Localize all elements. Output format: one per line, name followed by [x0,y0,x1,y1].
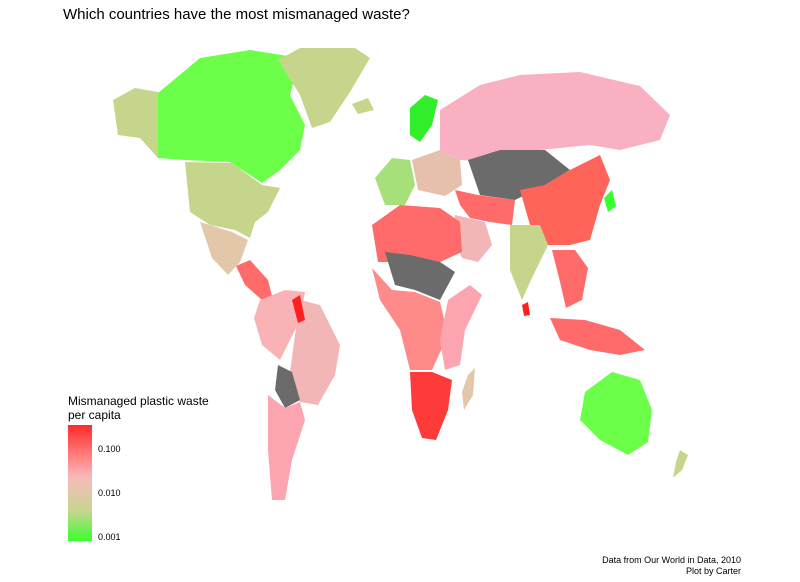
region-southern-africa[interactable] [410,372,452,440]
region-guyana[interactable] [292,295,305,323]
region-scandinavia[interactable] [410,95,438,142]
legend-tick [92,450,96,451]
region-australia[interactable] [580,372,652,455]
region-brazil[interactable] [290,300,340,405]
region-central-asia[interactable] [468,150,570,200]
region-sahel[interactable] [385,252,455,300]
region-south-america-south[interactable] [268,395,305,500]
legend-tick-label-mid: 0.010 [98,488,121,498]
region-southeast-asia[interactable] [552,250,588,308]
legend-tick-label-high: 0.100 [98,444,121,454]
legend-tick [92,494,96,495]
source-caption: Data from Our World in Data, 2010 Plot b… [602,555,741,577]
region-western-europe[interactable] [375,158,415,205]
region-japan[interactable] [604,190,616,212]
region-mexico[interactable] [200,222,248,275]
region-china[interactable] [520,155,610,245]
region-madagascar[interactable] [462,368,475,410]
legend-tick [92,538,96,539]
region-alaska[interactable] [113,88,158,158]
region-usa[interactable] [185,162,280,238]
region-greenland[interactable] [278,48,370,128]
region-canada[interactable] [158,50,305,183]
region-sri-lanka[interactable] [522,302,530,316]
region-south-america-north[interactable] [254,290,305,360]
legend-tick-label-low: 0.001 [98,532,121,542]
region-indonesia[interactable] [550,318,645,355]
region-central-america[interactable] [236,260,272,300]
region-india[interactable] [510,225,548,300]
region-arabia[interactable] [452,215,492,262]
legend-title: Mismanaged plastic waste per capita [68,394,228,422]
legend-title-line1: Mismanaged plastic waste [68,394,209,408]
region-russia[interactable] [440,72,670,162]
page-title: Which countries have the most mismanaged… [63,6,410,23]
region-bolivia[interactable] [275,365,300,408]
region-eastern-europe[interactable] [412,150,462,196]
caption-author: Plot by Carter [685,566,741,576]
region-north-africa[interactable] [372,205,462,262]
region-central-africa[interactable] [372,268,448,370]
caption-source: Data from Our World in Data, 2010 [602,555,741,565]
region-east-africa[interactable] [440,285,482,370]
region-middle-east[interactable] [455,190,515,225]
region-iceland[interactable] [352,98,374,114]
legend-title-line2: per capita [68,408,121,422]
region-new-zealand[interactable] [673,450,688,478]
legend-colorbar [68,425,92,541]
